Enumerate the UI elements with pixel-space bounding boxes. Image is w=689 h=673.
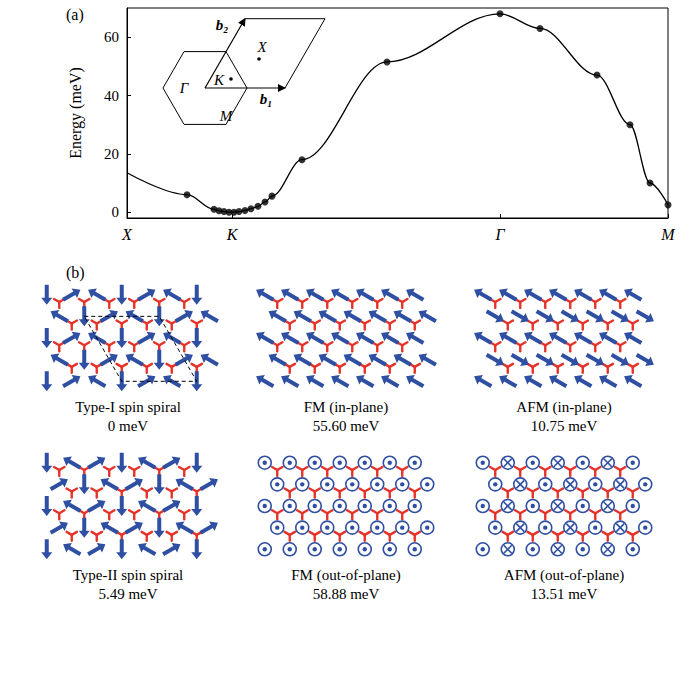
svg-text:M: M	[219, 108, 234, 124]
svg-text:10.75 meV: 10.75 meV	[531, 418, 598, 434]
svg-text:FM (out-of-plane): FM (out-of-plane)	[291, 567, 401, 584]
svg-text:55.60 meV: 55.60 meV	[313, 418, 380, 434]
svg-text:20: 20	[104, 146, 119, 162]
svg-text:FM (in-plane): FM (in-plane)	[304, 399, 389, 416]
svg-text:X: X	[256, 39, 267, 55]
svg-text:(a): (a)	[66, 6, 84, 24]
svg-text:K: K	[226, 226, 239, 243]
svg-text:(b): (b)	[66, 264, 85, 282]
svg-text:0 meV: 0 meV	[108, 418, 149, 434]
svg-text:M: M	[660, 226, 676, 243]
svg-text:58.88 meV: 58.88 meV	[313, 586, 380, 602]
svg-text:Γ: Γ	[179, 80, 190, 96]
svg-text:AFM (in-plane): AFM (in-plane)	[516, 399, 611, 416]
svg-text:K: K	[213, 72, 225, 88]
svg-text:Energy (meV): Energy (meV)	[67, 67, 85, 159]
svg-text:b₂: b₂	[216, 17, 229, 33]
svg-text:40: 40	[104, 88, 119, 104]
svg-text:b₁: b₁	[260, 91, 273, 107]
svg-text:Type-II spin spiral: Type-II spin spiral	[73, 567, 184, 583]
svg-text:Type-I spin spiral: Type-I spin spiral	[75, 399, 181, 415]
svg-text:AFM (out-of-plane): AFM (out-of-plane)	[504, 567, 624, 584]
svg-text:0: 0	[112, 204, 120, 220]
svg-text:Γ: Γ	[494, 226, 505, 243]
svg-text:5.49 meV: 5.49 meV	[98, 586, 157, 602]
svg-text:60: 60	[104, 29, 119, 45]
svg-text:X: X	[121, 226, 133, 243]
svg-text:13.51 meV: 13.51 meV	[531, 586, 598, 602]
